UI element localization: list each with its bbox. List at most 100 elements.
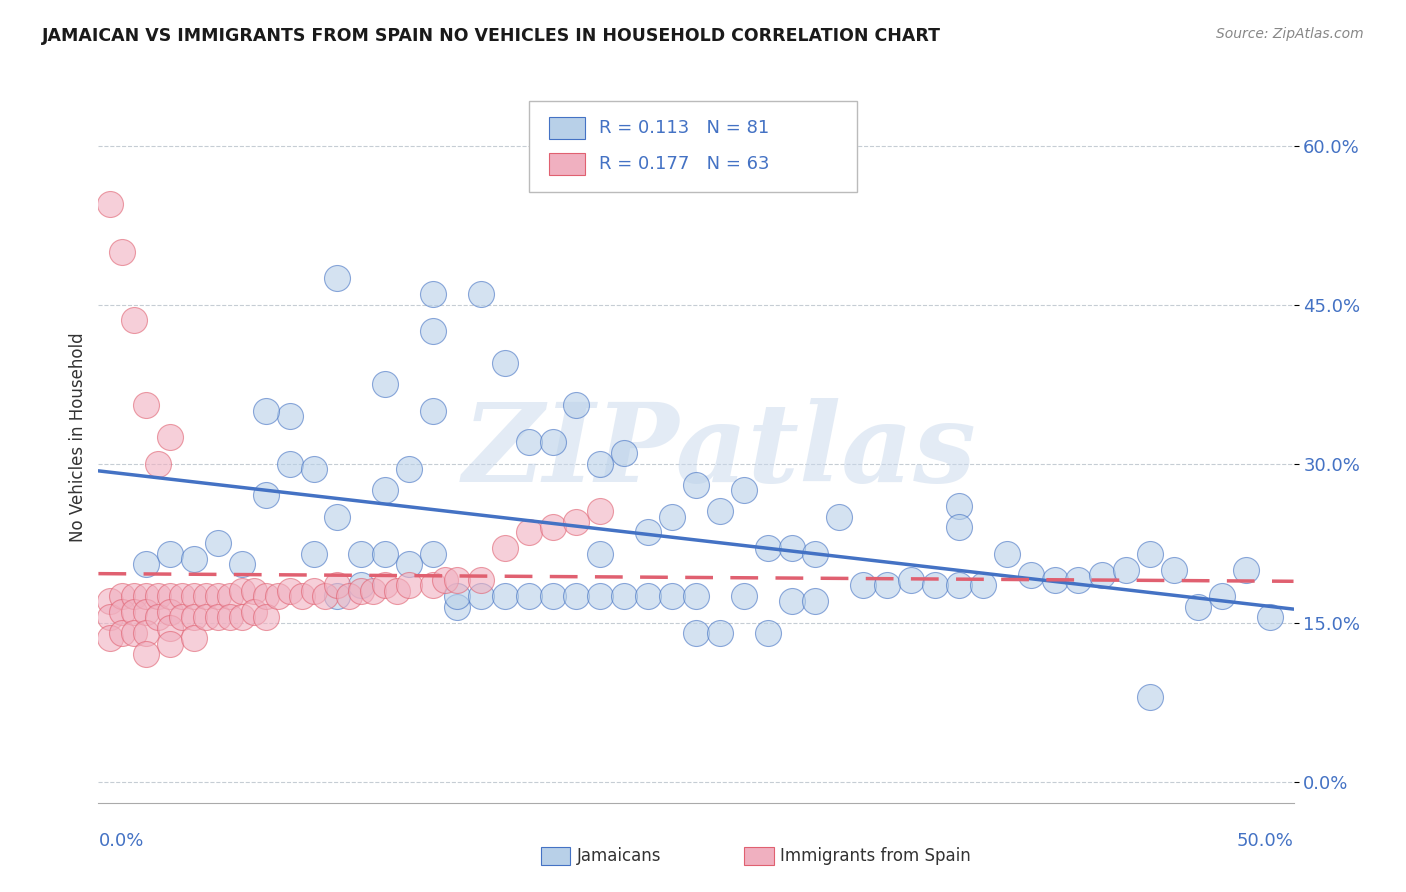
Point: [124, 605, 146, 619]
Point: [804, 594, 827, 608]
Point: [948, 578, 970, 592]
Point: [422, 324, 444, 338]
Point: [1043, 573, 1066, 587]
Point: [302, 583, 325, 598]
Point: [565, 398, 588, 412]
Point: [637, 589, 659, 603]
Bar: [541, 847, 571, 865]
Point: [339, 589, 361, 603]
Point: [254, 488, 277, 502]
Point: [124, 589, 146, 603]
Point: [219, 589, 242, 603]
Point: [98, 632, 122, 646]
Point: [589, 547, 612, 561]
Point: [494, 356, 516, 370]
Point: [254, 589, 277, 603]
Point: [589, 589, 612, 603]
Point: [446, 573, 468, 587]
Point: [385, 583, 409, 598]
Point: [195, 589, 218, 603]
Point: [98, 197, 122, 211]
Point: [446, 589, 468, 603]
Point: [183, 589, 205, 603]
Bar: [548, 153, 585, 175]
Point: [350, 583, 373, 598]
Point: [135, 605, 157, 619]
Point: [243, 583, 266, 598]
Point: [159, 637, 181, 651]
Point: [948, 520, 970, 534]
Text: R = 0.113   N = 81: R = 0.113 N = 81: [599, 120, 769, 137]
Point: [1115, 563, 1137, 577]
Text: 0.0%: 0.0%: [98, 832, 143, 850]
Point: [207, 610, 229, 624]
Point: [159, 621, 181, 635]
Point: [470, 573, 492, 587]
Point: [374, 547, 396, 561]
Point: [685, 626, 707, 640]
Point: [709, 626, 731, 640]
Point: [195, 610, 218, 624]
Point: [159, 547, 181, 561]
Point: [398, 558, 420, 572]
Point: [494, 541, 516, 556]
Point: [434, 573, 457, 587]
Point: [1211, 589, 1233, 603]
Point: [1067, 573, 1090, 587]
Point: [685, 589, 707, 603]
Point: [995, 547, 1018, 561]
Point: [1139, 690, 1161, 704]
Point: [326, 589, 349, 603]
Point: [517, 589, 540, 603]
Point: [517, 525, 540, 540]
Point: [828, 509, 851, 524]
Point: [613, 589, 636, 603]
Point: [852, 578, 875, 592]
Point: [422, 578, 444, 592]
Point: [685, 477, 707, 491]
Point: [135, 648, 157, 662]
Point: [350, 547, 373, 561]
Point: [1139, 547, 1161, 561]
Point: [637, 525, 659, 540]
Point: [398, 578, 420, 592]
Point: [98, 594, 122, 608]
Point: [374, 483, 396, 497]
Point: [124, 313, 146, 327]
Text: JAMAICAN VS IMMIGRANTS FROM SPAIN NO VEHICLES IN HOUSEHOLD CORRELATION CHART: JAMAICAN VS IMMIGRANTS FROM SPAIN NO VEH…: [42, 27, 941, 45]
Point: [111, 244, 134, 259]
Point: [159, 430, 181, 444]
Point: [135, 558, 157, 572]
Point: [374, 377, 396, 392]
Point: [446, 599, 468, 614]
Point: [111, 589, 134, 603]
Point: [315, 589, 337, 603]
Point: [422, 287, 444, 301]
Bar: [548, 118, 585, 139]
Point: [278, 409, 301, 423]
Point: [363, 583, 385, 598]
Point: [924, 578, 946, 592]
Point: [326, 271, 349, 285]
Point: [148, 610, 170, 624]
Point: [291, 589, 314, 603]
FancyBboxPatch shape: [529, 101, 858, 192]
Text: R = 0.177   N = 63: R = 0.177 N = 63: [599, 155, 769, 173]
Point: [207, 589, 229, 603]
Point: [183, 610, 205, 624]
Point: [948, 499, 970, 513]
Point: [172, 610, 194, 624]
Y-axis label: No Vehicles in Household: No Vehicles in Household: [69, 332, 87, 542]
Point: [589, 504, 612, 518]
Point: [111, 626, 134, 640]
Point: [565, 589, 588, 603]
Point: [278, 583, 301, 598]
Point: [733, 483, 755, 497]
Text: Immigrants from Spain: Immigrants from Spain: [779, 847, 970, 865]
Point: [135, 626, 157, 640]
Point: [733, 589, 755, 603]
Point: [613, 446, 636, 460]
Point: [231, 558, 253, 572]
Point: [541, 435, 564, 450]
Point: [350, 578, 373, 592]
